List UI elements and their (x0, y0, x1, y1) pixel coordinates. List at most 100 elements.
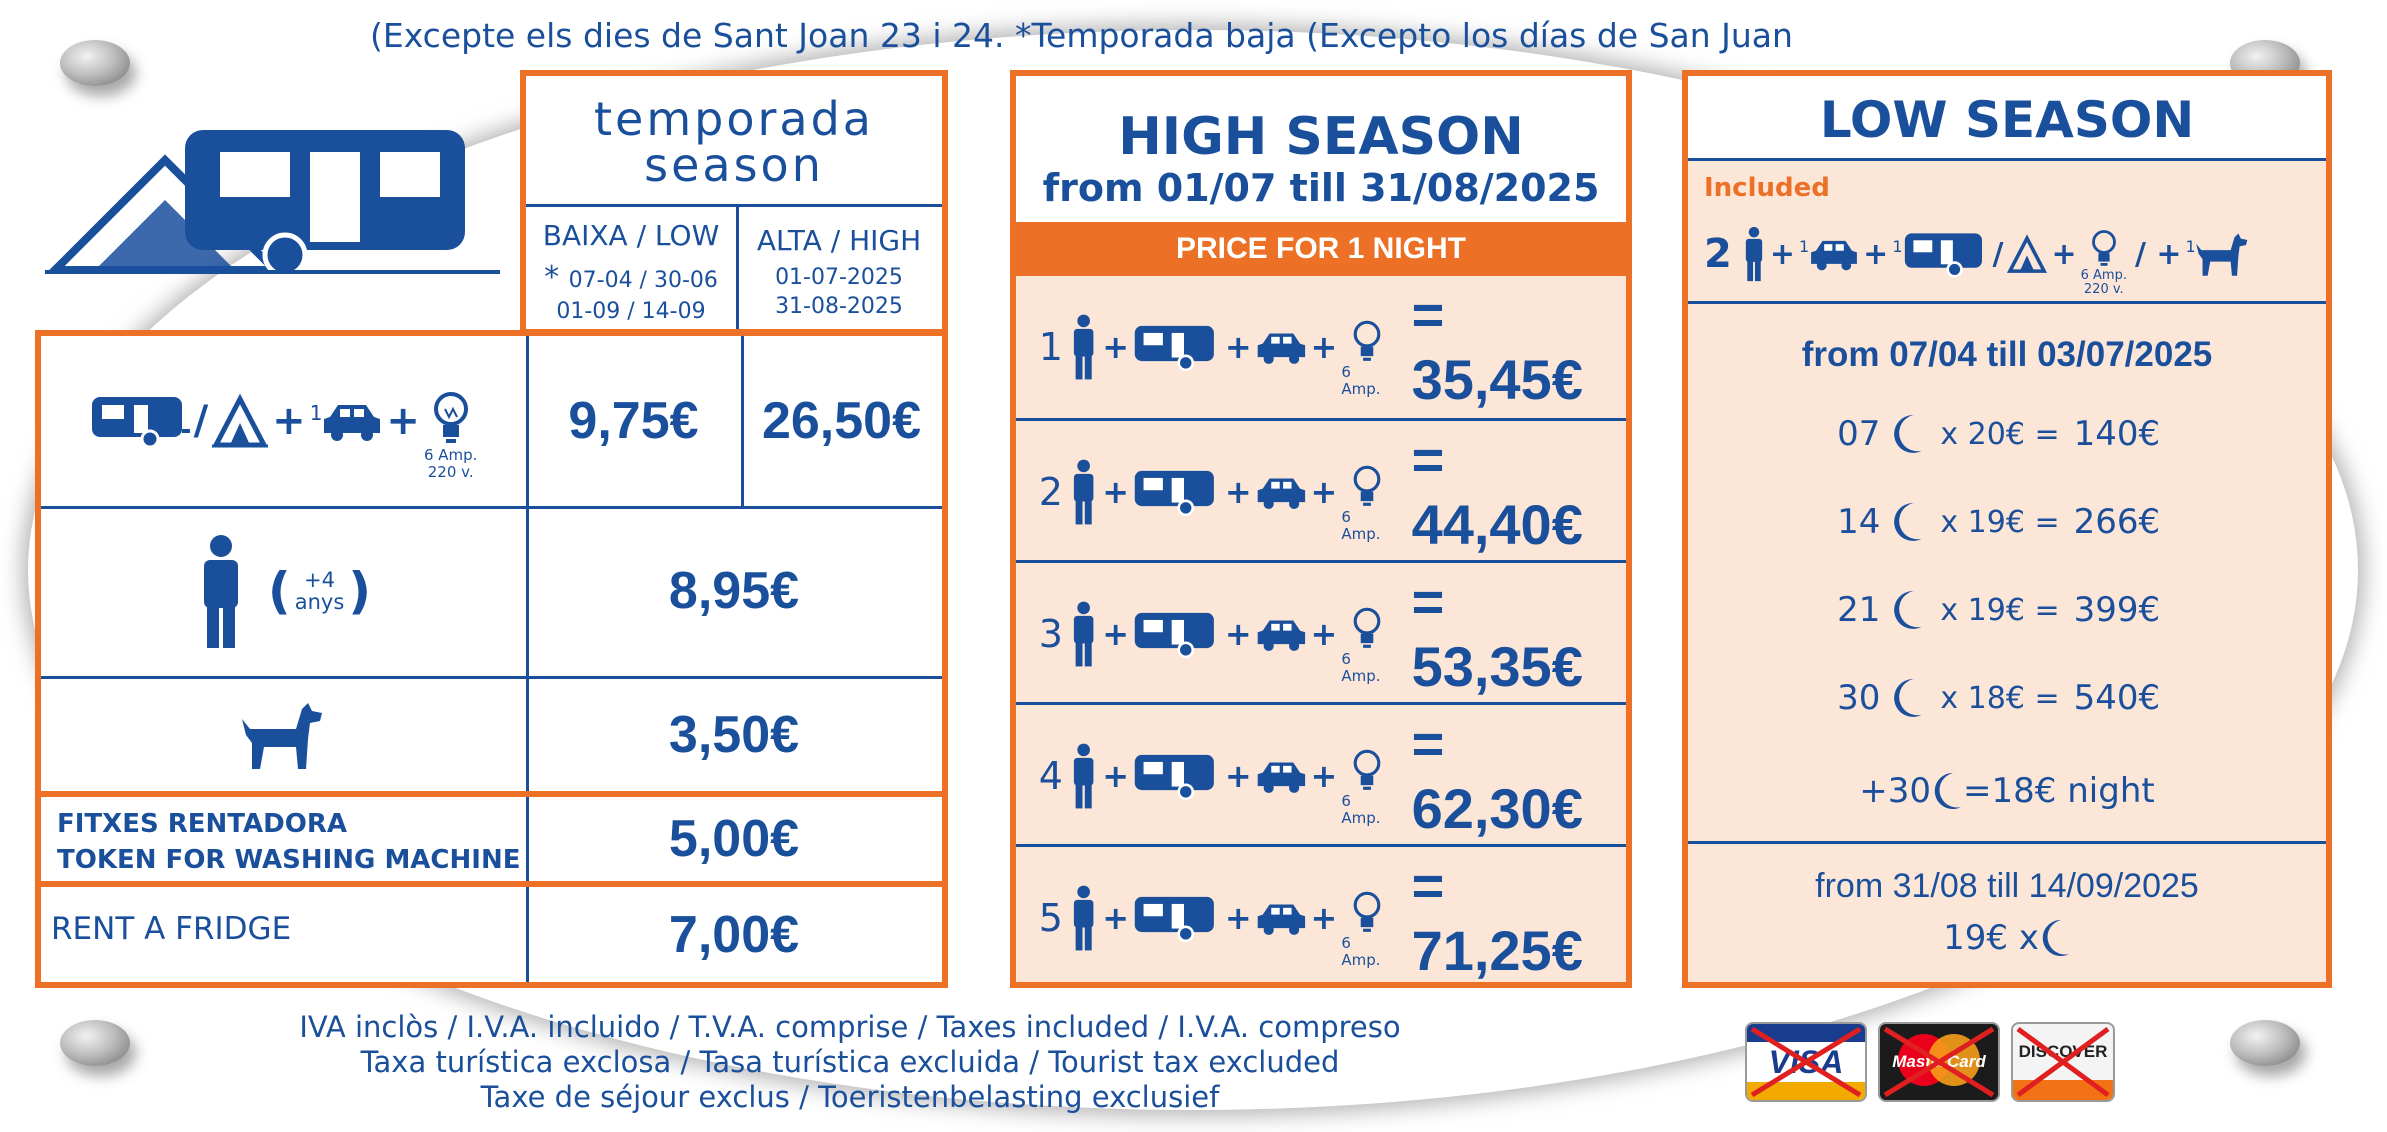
included-icons: 2 +1 +1 / + 6 Amp. 220 v. / +1 (1704, 211, 2250, 297)
night-count: 07 (1837, 414, 1881, 454)
extra-suffix: =18€ night (1963, 771, 2155, 811)
bulb-block: 6 Amp. (1341, 320, 1393, 398)
washing-label-2: TOKEN FOR WASHING MACHINE (57, 845, 521, 875)
person-icon (1073, 459, 1094, 525)
car-icon (324, 405, 381, 441)
footer-line-3: Taxe de séjour exclus / Toeristenbelasti… (480, 1080, 1220, 1114)
persons-count: 5 (1038, 896, 1063, 940)
season-title-line-1: temporada (594, 92, 874, 146)
high-season-subtitle: from 01/07 till 31/08/2025 (1042, 166, 1600, 210)
night-total: 140€ (2073, 414, 2161, 454)
amp-label: 6 Amp. (1341, 792, 1381, 827)
row-price: = 44,40€ (1411, 428, 1583, 556)
high-dates-2: 31-08-2025 (775, 293, 903, 319)
persons-count: 1 (1038, 325, 1063, 369)
slash-glyph: / (1992, 236, 2004, 272)
lightbulb-icon (1354, 320, 1381, 361)
plus-glyph: + (1224, 899, 1252, 937)
high-season-box: HIGH SEASON from 01/07 till 31/08/2025 P… (1010, 70, 1632, 988)
high-season-rows: 1 + + +6 Amp. = 35,45€ 2 + + +6 Amp. = 44,40€ 3 + + +… (1016, 276, 1626, 982)
low-season-body: Included 2 +1 +1 / + 6 Amp. 220 v. / +1 … (1688, 158, 2326, 982)
crossed-out-icon (2016, 1026, 2110, 1098)
caravan-icon (91, 397, 190, 449)
plus-glyph: + (1102, 757, 1129, 795)
amp-label: 6 Amp. (1341, 363, 1381, 398)
caravan-icon (1134, 754, 1214, 801)
amp-label: 6 Amp. (1341, 650, 1381, 685)
persons-count: 4 (1038, 754, 1063, 798)
plus-glyph: + (1102, 615, 1129, 653)
car-icon (1257, 620, 1305, 651)
amp-label: 6 Amp. (2080, 268, 2127, 283)
low-season-header: BAIXA / LOW * 07-04 / 30-06 01-09 / 14-0… (526, 211, 736, 331)
footer-line-1: IVA inclòs / I.V.A. incluido / T.V.A. co… (299, 1010, 1401, 1044)
caravan-icon (1134, 612, 1214, 659)
high-season-row: 1 + + +6 Amp. = 35,45€ (1016, 276, 1626, 418)
high-season-row: 2 + + +6 Amp. = 44,40€ (1016, 418, 1626, 563)
age-note: ( +4 anys ) (267, 562, 372, 620)
low-period-2: from 31/08 till 14/09/2025 (1815, 866, 2199, 905)
bulb-block: 6 Amp. (1341, 749, 1393, 827)
night-price-row: 30 x 18€ = 540€ (1688, 663, 2326, 733)
plus-glyph: + (1310, 899, 1338, 937)
washing-label: FITXES RENTADORA TOKEN FOR WASHING MACHI… (57, 806, 520, 878)
top-banner: (Excepte els dies de Sant Joan 23 i 24. … (370, 16, 1793, 55)
lightbulb-icon (1354, 465, 1381, 506)
plus-glyph: + (1310, 473, 1338, 511)
bulb-block: 6 Amp. (1341, 465, 1393, 543)
amp-label: 6 Amp. (1341, 934, 1381, 969)
plus-glyph: + (1769, 236, 1795, 272)
included-label: Included (1704, 173, 1830, 203)
high-season-title: HIGH SEASON (1118, 107, 1524, 167)
crossed-out-icon (1750, 1026, 1862, 1098)
screw-top-left (60, 40, 130, 86)
row-price: = 62,30€ (1411, 712, 1583, 840)
volt-label: 220 v. (2083, 282, 2124, 297)
high-season-row: 3 + + +6 Amp. = 53,35€ (1016, 560, 1626, 705)
plus-glyph: + (1102, 473, 1129, 511)
person-price: 8,95€ (668, 562, 800, 620)
person-icon (203, 534, 238, 648)
low-period-2-rate-row: 19€ x (1688, 913, 2326, 963)
car-icon (1257, 762, 1305, 793)
washing-label-1: FITXES RENTADORA (57, 809, 347, 839)
plus-glyph: + (1224, 757, 1252, 795)
season-title-line-2: season (644, 138, 824, 192)
season-header-box: temporada season BAIXA / LOW * 07-04 / 3… (520, 70, 948, 335)
low-header-label: BAIXA / LOW (542, 218, 720, 252)
fridge-label: RENT A FRIDGE (51, 911, 292, 947)
count-glyph: 1 (1892, 236, 1903, 256)
extra-nights-row: +30 =18€ night (1688, 761, 2326, 821)
pitch-low-price: 9,75€ (568, 392, 699, 450)
count-glyph: 1 (2185, 236, 2196, 256)
high-header-label: ALTA / HIGH (756, 223, 922, 257)
plus-glyph: + (1310, 757, 1338, 795)
footer-line-2: Taxa turística exclosa / Tasa turística … (360, 1045, 1340, 1079)
car-icon (1257, 333, 1305, 364)
lightbulb-icon (1354, 607, 1381, 648)
pitch-high-price: 26,50€ (761, 392, 922, 450)
caravan-icon (1134, 325, 1214, 372)
car-icon (1811, 240, 1858, 271)
low-period-2-rate: 19€ x (1943, 918, 2039, 958)
night-rate: x 18€ = (1940, 680, 2060, 716)
footer-notes: IVA inclòs / I.V.A. incluido / T.V.A. co… (250, 1010, 1450, 1115)
person-icon (1073, 601, 1094, 667)
moon-icon (1894, 415, 1923, 453)
car-icon (1257, 478, 1305, 509)
slash-plus-glyph: / + (2134, 236, 2182, 272)
night-rate: x 19€ = (1940, 504, 2060, 540)
persons-count: 2 (1038, 470, 1063, 514)
dog-icon (2195, 233, 2247, 276)
person-row-icons: ( +4 anys ) (41, 506, 526, 676)
night-count: 30 (1837, 678, 1881, 718)
plus-glyph: + (1102, 328, 1129, 366)
bulb-block: 6 Amp. 220 v. (424, 391, 477, 481)
low-dates-2: 01-09 / 14-09 (556, 298, 706, 324)
lightbulb-icon (1354, 749, 1381, 790)
lightbulb-icon (433, 392, 468, 443)
amp-label: 6 Amp. (423, 446, 478, 464)
high-dates-1: 01-07-2025 (775, 264, 903, 290)
person-icon (1073, 314, 1094, 380)
slash-label: / (193, 398, 209, 444)
